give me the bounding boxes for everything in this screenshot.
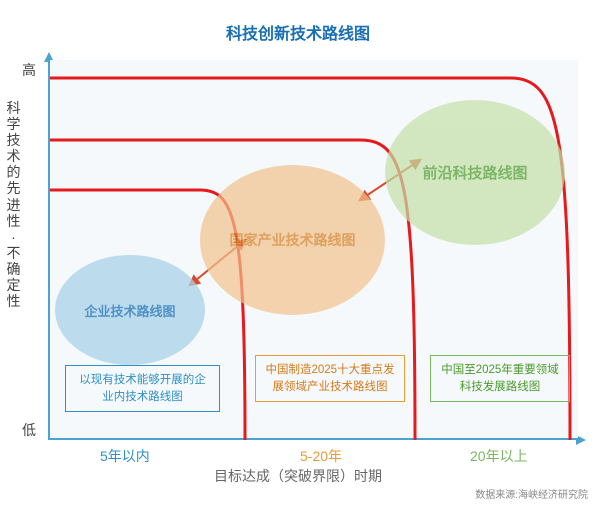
y-axis-label: 科学技术的先进性·不确定性 [6,100,21,309]
data-source: 数据来源:海峡经济研究院 [475,486,588,501]
y-axis-high-label: 高 [22,60,36,80]
chart-title: 科技创新技术路线图 [0,0,596,44]
plot-area: 企业技术路线图国家产业技术路线图前沿科技路线图 以现有技术能够开展的企业内技术路… [48,60,578,440]
x-axis-label: 目标达成（突破界限）时期 [0,466,596,486]
national-caption: 中国制造2025十大重点发展领域产业技术路线图 [255,355,405,402]
national-roadmap: 国家产业技术路线图 [200,165,385,315]
frontier-caption: 中国至2025年重要领域科技发展路线图 [430,355,570,402]
enterprise-roadmap: 企业技术路线图 [55,255,205,365]
frontier-roadmap: 前沿科技路线图 [385,100,565,245]
y-axis-low-label: 低 [22,420,36,440]
enterprise-caption: 以现有技术能够开展的企业内技术路线图 [65,365,220,412]
x-tick: 5-20年 [300,446,342,466]
x-tick: 5年以内 [100,446,150,466]
x-tick: 20年以上 [470,446,528,466]
